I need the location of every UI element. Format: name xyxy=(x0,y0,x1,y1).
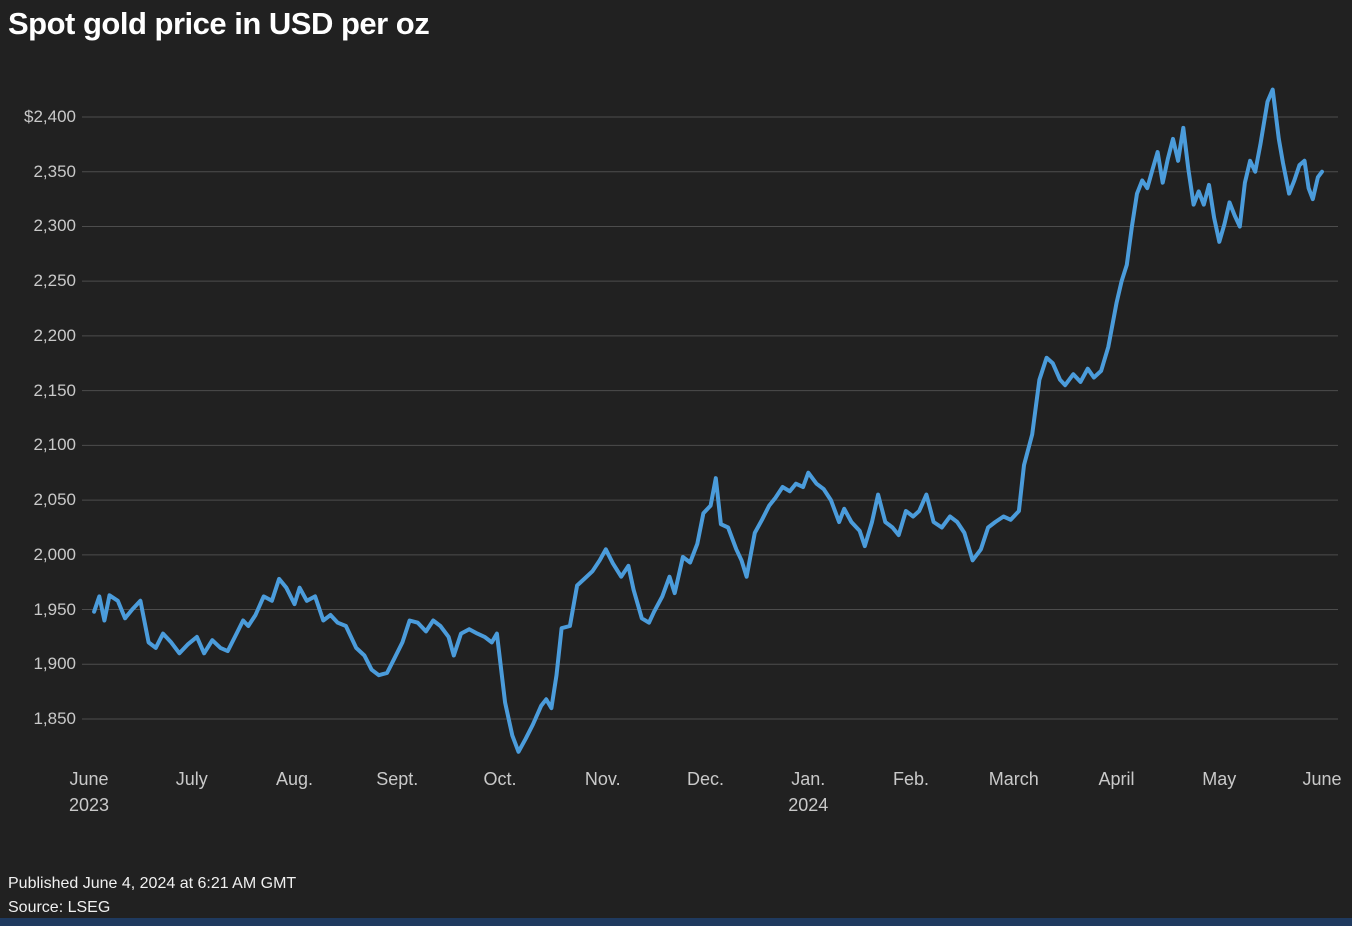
chart-title: Spot gold price in USD per oz xyxy=(8,6,430,41)
bottom-accent-bar xyxy=(0,918,1352,926)
gridlines xyxy=(82,116,1338,720)
source-credit: Source: LSEG xyxy=(8,899,111,916)
chart-footer: Published June 4, 2024 at 6:21 AM GMT So… xyxy=(8,872,296,920)
price-line xyxy=(92,87,1324,754)
published-timestamp: Published June 4, 2024 at 6:21 AM GMT xyxy=(8,875,297,892)
